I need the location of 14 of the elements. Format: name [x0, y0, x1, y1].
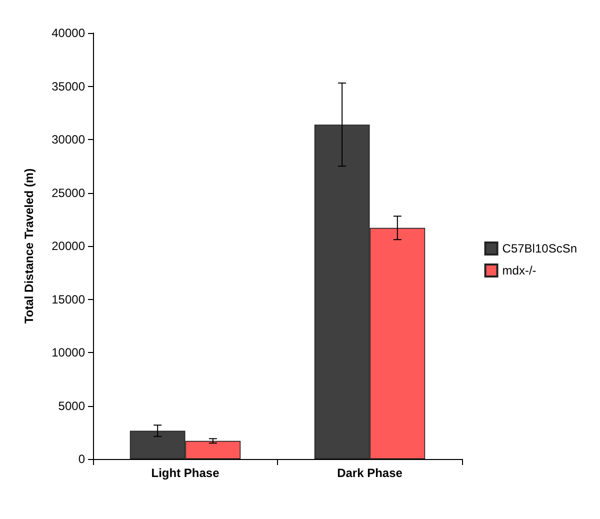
y-tick-label: 25000: [52, 186, 86, 200]
y-tick-label: 0: [78, 452, 86, 466]
y-tick-label: 10000: [52, 346, 86, 360]
legend-label: C57Bl10ScSn: [502, 242, 578, 256]
y-tick-label: 20000: [52, 239, 86, 253]
y-tick-label: 35000: [52, 79, 86, 94]
y-tick-label: 30000: [52, 132, 86, 146]
legend-label: mdx-/-: [502, 264, 536, 278]
y-tick-label: 5000: [58, 398, 86, 413]
x-tick-label: Dark Phase: [337, 466, 403, 480]
y-axis-title: Total Distance Traveled (m): [22, 168, 36, 324]
y-tick-label: 40000: [52, 26, 86, 40]
y-tick-label: 15000: [52, 292, 86, 306]
x-tick-label: Light Phase: [151, 466, 220, 480]
